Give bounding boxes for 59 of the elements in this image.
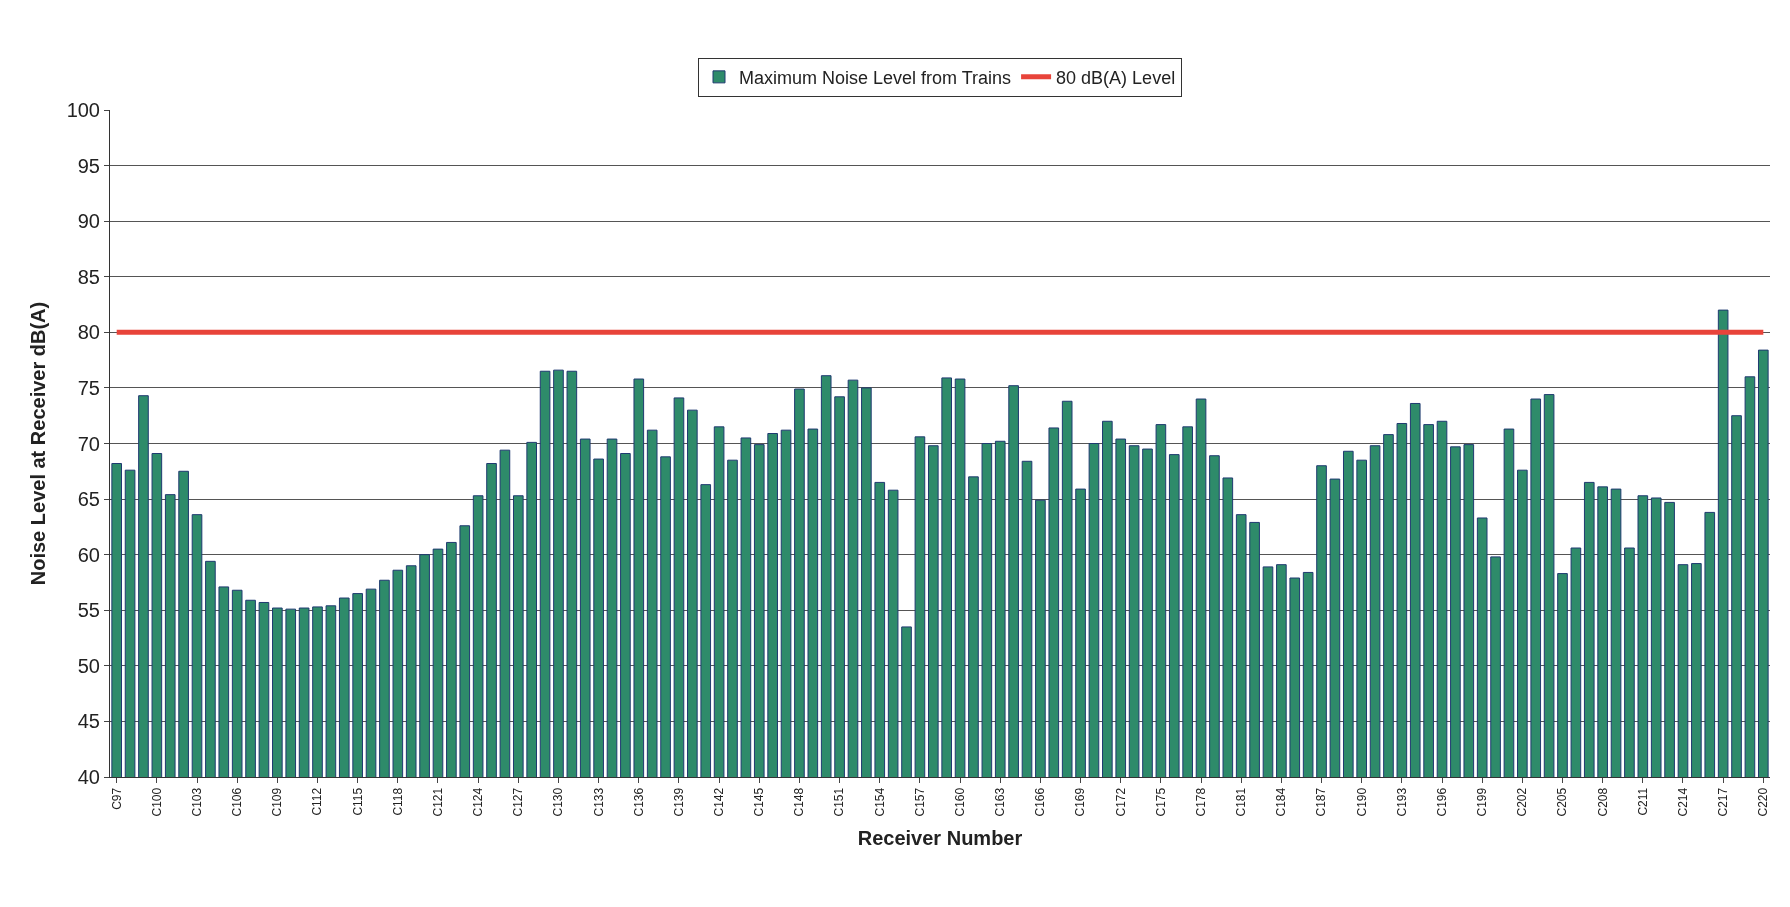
x-tick-label: C169: [1073, 787, 1088, 817]
y-tick-label: 95: [77, 154, 100, 177]
x-tick-label: C184: [1274, 787, 1289, 817]
x-tick-label: C142: [712, 787, 727, 817]
x-tick-label: C115: [350, 787, 365, 816]
x-tick-label: C97: [109, 787, 124, 810]
x-axis-title: Receiver Number: [857, 826, 1023, 849]
y-tick-label: 70: [77, 432, 100, 455]
x-tick-label: C181: [1234, 787, 1249, 817]
legend-label: Maximum Noise Level from Trains: [739, 67, 1012, 88]
x-tick-label: C202: [1515, 787, 1530, 817]
x-tick-label: C220: [1756, 787, 1771, 817]
y-tick-label: 100: [66, 99, 100, 121]
x-tick-label: C190: [1354, 787, 1369, 817]
x-tick-label: C133: [591, 787, 606, 817]
y-tick-label: 60: [77, 543, 100, 566]
x-tick-label: C208: [1595, 787, 1610, 817]
x-tick-label: C187: [1314, 787, 1329, 817]
x-tick-label: C205: [1555, 787, 1570, 817]
x-tick-label: C109: [270, 787, 285, 817]
y-tick-label: 50: [77, 654, 100, 677]
x-tick-label: C145: [752, 787, 767, 817]
x-tick-label: C139: [671, 787, 686, 817]
y-tick-label: 80: [77, 321, 100, 344]
x-tick-label: C166: [1033, 787, 1048, 817]
x-tick-label: C214: [1675, 787, 1690, 817]
x-tick-label: C193: [1394, 787, 1409, 817]
x-tick-label: C130: [551, 787, 566, 817]
x-tick-label: C196: [1434, 787, 1449, 817]
x-tick-label: C151: [832, 787, 847, 817]
x-tick-label: C118: [390, 787, 405, 816]
x-tick-label: C157: [912, 787, 927, 817]
legend-label: 80 dB(A) Level: [1056, 67, 1176, 88]
y-tick-label: 45: [77, 710, 100, 733]
x-tick-label: C121: [430, 787, 445, 817]
x-tick-label: C106: [230, 787, 245, 817]
x-tick-label: C163: [993, 787, 1008, 817]
x-tick-label: C160: [952, 787, 967, 817]
y-tick-label: 75: [77, 376, 100, 399]
x-tick-label: C103: [189, 787, 204, 817]
x-tick-label: C112: [310, 787, 325, 816]
y-tick-label: 65: [77, 488, 100, 511]
x-tick-label: C217: [1716, 787, 1731, 817]
x-tick-label: C136: [631, 787, 646, 817]
x-tick-label: C154: [872, 787, 887, 817]
y-tick-label: 40: [77, 766, 100, 788]
x-tick-label: C148: [792, 787, 807, 817]
x-tick-label: C199: [1475, 787, 1490, 817]
x-tick-label: C211: [1635, 787, 1650, 816]
y-tick-label: 55: [77, 599, 100, 622]
x-tick-label: C172: [1113, 787, 1128, 817]
y-axis-title: Noise Level at Receiver dB(A): [27, 301, 50, 586]
y-tick-label: 90: [77, 210, 100, 233]
x-tick-label: C175: [1153, 787, 1168, 817]
x-tick-label: C127: [511, 787, 526, 817]
x-tick-label: C178: [1193, 787, 1208, 817]
y-tick-label: 85: [77, 265, 100, 288]
x-tick-label: C124: [471, 787, 486, 817]
x-tick-label: C100: [149, 787, 164, 817]
